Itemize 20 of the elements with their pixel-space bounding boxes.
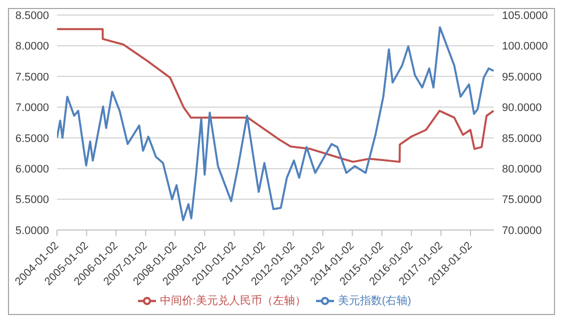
y-tick-label: 6.5000 [15, 132, 49, 145]
y2-tick-label: 85.0000 [502, 132, 542, 145]
legend-label: 美元指数(右轴) [338, 294, 412, 307]
line-series [57, 26, 494, 222]
y2-tick-label: 100.0000 [502, 40, 548, 53]
y-tick-label: 6.0000 [15, 163, 49, 176]
y2-tick-label: 105.0000 [502, 10, 548, 22]
y2-tick-label: 95.0000 [502, 71, 542, 84]
y2-tick-label: 70.0000 [502, 224, 542, 237]
y-tick-label: 7.0000 [15, 102, 49, 114]
y-tick-label: 5.5000 [15, 194, 49, 206]
legend-label: 中间价:美元兑人民币（左轴） [160, 294, 306, 307]
line-series [57, 28, 494, 163]
y2-tick-label: 90.0000 [502, 102, 542, 114]
y-tick-label: 7.5000 [15, 71, 49, 84]
y-tick-label: 5.0000 [15, 224, 49, 237]
y2-tick-label: 75.0000 [502, 194, 542, 206]
y-tick-label: 8.0000 [15, 40, 49, 53]
y2-tick-label: 80.0000 [502, 163, 542, 176]
y-tick-label: 8.5000 [15, 10, 49, 22]
